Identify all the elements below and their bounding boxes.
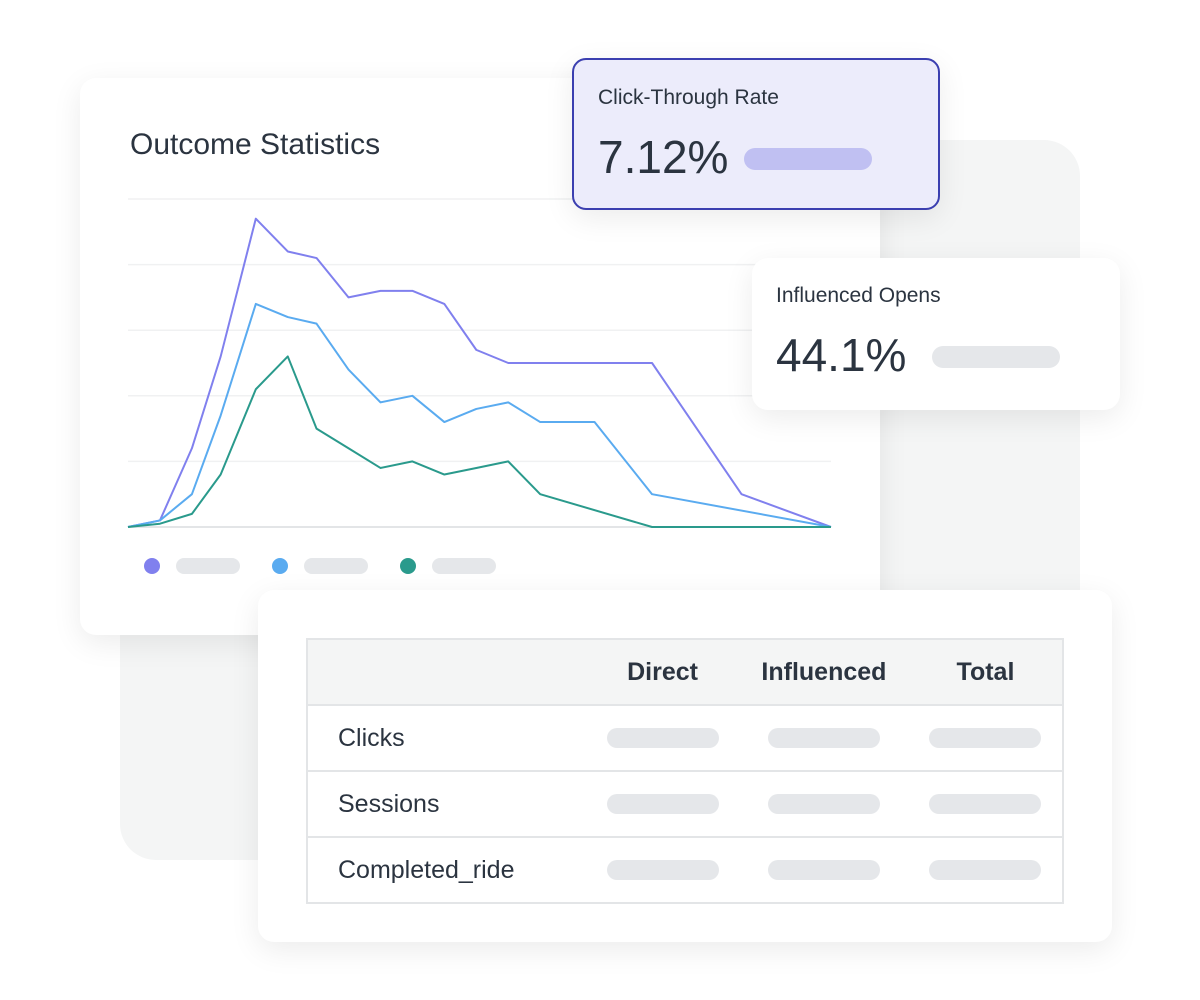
legend-item <box>272 558 368 574</box>
legend-dot <box>400 558 416 574</box>
kpi-value: 7.12% <box>598 131 729 183</box>
column-header-influenced: Influenced <box>738 639 909 705</box>
outcomes-table-card: Direct Influenced Total Clicks Sessions … <box>258 590 1112 942</box>
value-placeholder <box>767 794 880 814</box>
influenced-opens-card: Influenced Opens 44.1% <box>752 258 1120 410</box>
value-placeholder <box>606 794 719 814</box>
row-label: Clicks <box>307 704 587 771</box>
legend-item <box>400 558 496 574</box>
legend-placeholder <box>304 558 368 574</box>
series-line-3 <box>127 355 831 528</box>
kpi-bar <box>932 346 1060 368</box>
value-placeholder <box>606 728 719 748</box>
kpi-label: Influenced Opens <box>776 284 941 307</box>
legend-placeholder <box>432 558 496 574</box>
value-placeholder <box>767 860 880 880</box>
series-line-2 <box>127 302 832 528</box>
outcomes-table: Direct Influenced Total Clicks Sessions … <box>306 638 1064 904</box>
table-row: Sessions <box>307 770 1063 837</box>
series-line-1 <box>127 217 832 528</box>
legend-dot <box>272 558 288 574</box>
value-placeholder <box>929 860 1042 880</box>
table-header: Direct Influenced Total <box>307 639 1063 705</box>
kpi-label: Click-Through Rate <box>598 86 779 109</box>
chart-title: Outcome Statistics <box>130 128 381 161</box>
value-placeholder <box>606 860 719 880</box>
legend-dot <box>144 558 160 574</box>
kpi-value: 44.1% <box>776 329 907 381</box>
column-header <box>307 639 587 705</box>
legend-placeholder <box>176 558 240 574</box>
legend-item <box>144 558 240 574</box>
column-header-total: Total <box>908 639 1063 705</box>
column-header-direct: Direct <box>586 639 739 705</box>
table-row: Completed_ride <box>307 836 1063 903</box>
table-row: Clicks <box>307 704 1063 771</box>
kpi-bar <box>744 148 872 170</box>
row-label: Sessions <box>307 770 587 837</box>
value-placeholder <box>929 728 1042 748</box>
click-through-rate-card: Click-Through Rate 7.12% <box>572 58 940 210</box>
value-placeholder <box>929 794 1042 814</box>
row-label: Completed_ride <box>307 836 587 903</box>
value-placeholder <box>767 728 880 748</box>
